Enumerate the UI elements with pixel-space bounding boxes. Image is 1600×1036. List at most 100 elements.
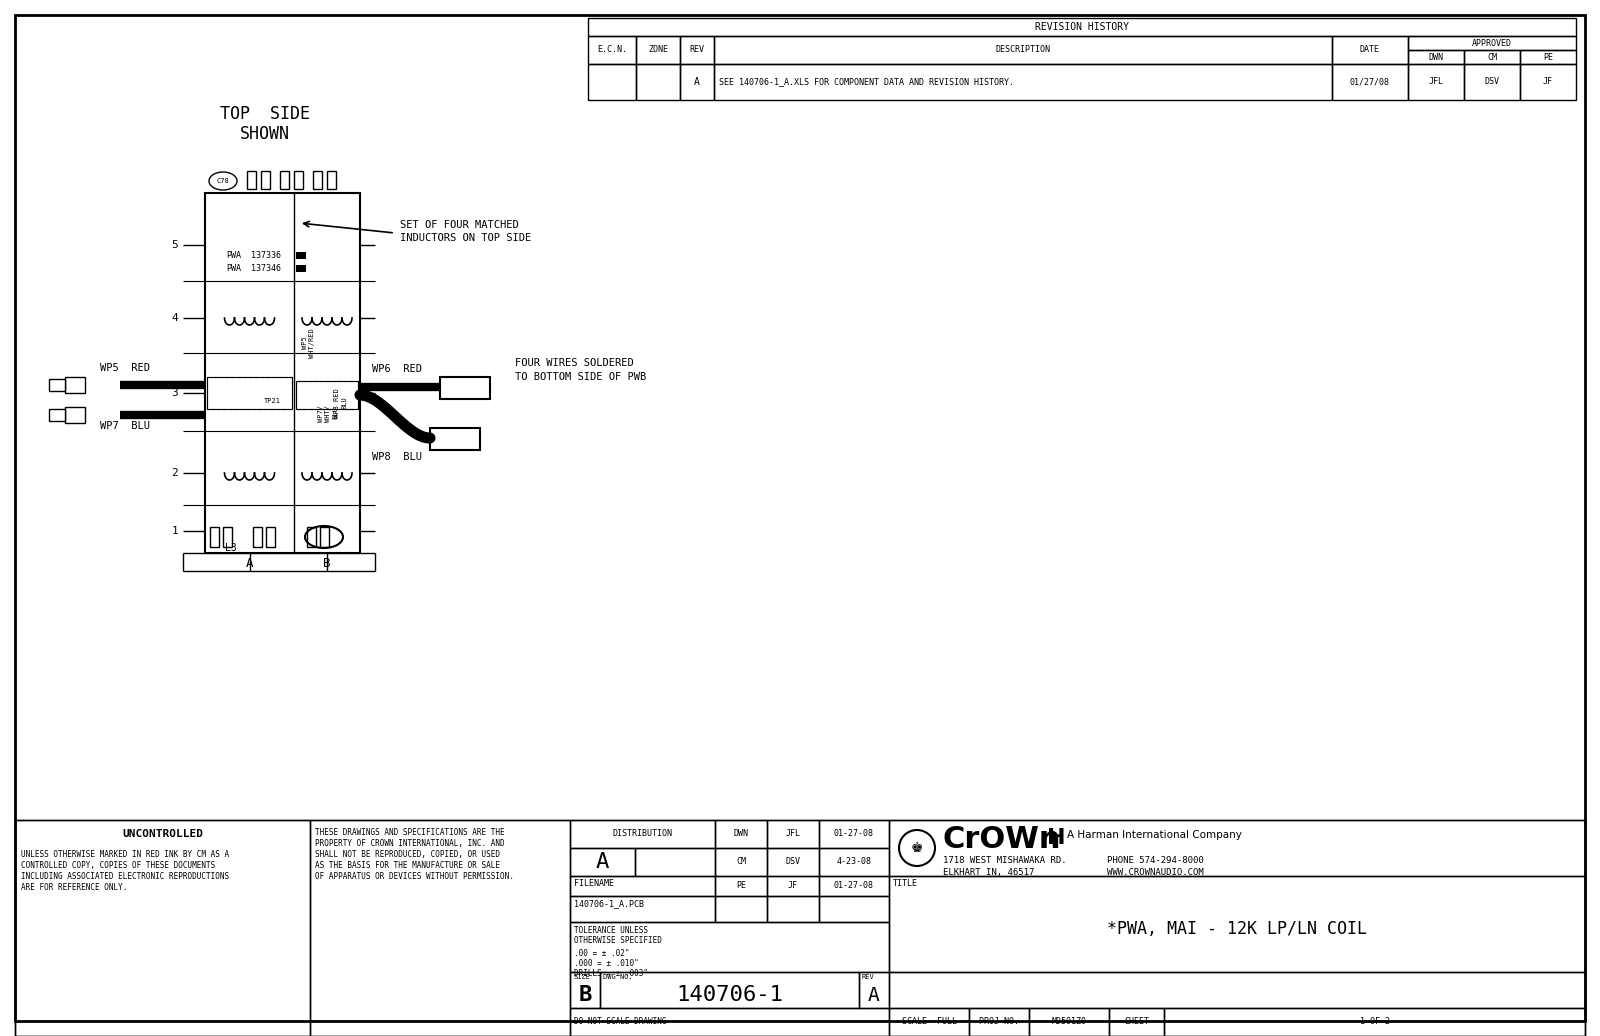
Bar <box>66 407 85 423</box>
Text: CrOWn: CrOWn <box>942 825 1061 854</box>
Text: CONTROLLED COPY, COPIES OF THESE DOCUMENTS: CONTROLLED COPY, COPIES OF THESE DOCUMEN… <box>21 861 216 870</box>
Text: CM: CM <box>1486 53 1498 61</box>
Text: TP21: TP21 <box>264 398 280 404</box>
Text: WWW.CROWNAUDIO.COM: WWW.CROWNAUDIO.COM <box>1107 868 1203 877</box>
Bar <box>206 377 291 409</box>
Text: AS THE BASIS FOR THE MANUFACTURE OR SALE: AS THE BASIS FOR THE MANUFACTURE OR SALE <box>315 861 499 870</box>
Text: 4: 4 <box>171 313 178 323</box>
Bar <box>890 821 1586 876</box>
Bar <box>589 18 1576 36</box>
Text: TOP  SIDE: TOP SIDE <box>221 105 310 123</box>
Bar <box>1029 1008 1109 1036</box>
Bar <box>205 193 360 553</box>
Bar <box>307 527 317 547</box>
Bar <box>637 36 680 64</box>
Text: OF APPARATUS OR DEVICES WITHOUT PERMISSION.: OF APPARATUS OR DEVICES WITHOUT PERMISSI… <box>315 872 514 881</box>
Text: 4-23-08: 4-23-08 <box>837 858 872 866</box>
Bar <box>715 848 766 876</box>
Text: JF: JF <box>787 882 798 891</box>
Bar <box>261 171 270 189</box>
Bar <box>326 171 336 189</box>
Text: DESCRIPTION: DESCRIPTION <box>995 46 1051 55</box>
Text: L3: L3 <box>226 543 237 553</box>
Bar <box>890 1008 970 1036</box>
Bar <box>253 527 262 547</box>
Text: UNLESS OTHERWISE MARKED IN RED INK BY CM AS A: UNLESS OTHERWISE MARKED IN RED INK BY CM… <box>21 850 229 859</box>
Text: APPROVED: APPROVED <box>1472 38 1512 48</box>
Bar <box>14 821 310 1036</box>
Bar <box>715 896 766 922</box>
Text: DATE: DATE <box>1360 46 1379 55</box>
Text: 01/27/08: 01/27/08 <box>1350 78 1390 86</box>
Text: DISTRIBUTION: DISTRIBUTION <box>613 830 672 838</box>
Text: PROPERTY OF CROWN INTERNATIONAL, INC. AND: PROPERTY OF CROWN INTERNATIONAL, INC. AN… <box>315 839 504 848</box>
Text: 01-27-08: 01-27-08 <box>834 830 874 838</box>
Text: JF: JF <box>1542 78 1554 86</box>
Text: ARE FOR REFERENCE ONLY.: ARE FOR REFERENCE ONLY. <box>21 883 128 892</box>
Text: A: A <box>869 986 880 1005</box>
Text: DWN: DWN <box>733 830 749 838</box>
Bar <box>266 527 275 547</box>
Bar <box>1520 50 1576 64</box>
Text: A: A <box>694 77 699 87</box>
Bar <box>819 848 890 876</box>
Text: MD501Z0: MD501Z0 <box>1051 1017 1086 1027</box>
Text: 140706-1: 140706-1 <box>675 985 782 1005</box>
Text: PE: PE <box>1542 53 1554 61</box>
Bar <box>570 848 635 876</box>
Ellipse shape <box>306 526 342 548</box>
Bar <box>766 876 819 896</box>
Bar <box>206 377 291 409</box>
Bar <box>1464 64 1520 100</box>
Text: .000 = ± .010": .000 = ± .010" <box>574 959 638 968</box>
Text: 2: 2 <box>171 468 178 478</box>
Text: B: B <box>323 557 331 570</box>
Text: 1 OF 2: 1 OF 2 <box>1360 1017 1389 1027</box>
Bar <box>440 377 490 399</box>
Bar <box>50 379 66 391</box>
Text: .00 = ± .02": .00 = ± .02" <box>574 949 629 958</box>
Text: DWG NO.: DWG NO. <box>603 974 632 980</box>
Text: UNCONTROLLED: UNCONTROLLED <box>122 829 203 839</box>
Text: A: A <box>246 557 253 570</box>
Bar <box>859 972 890 1008</box>
Bar <box>714 64 1331 100</box>
Text: SHOWN: SHOWN <box>240 125 290 143</box>
Bar <box>570 821 715 848</box>
Text: PWA: PWA <box>226 251 242 260</box>
Text: DRILLS = ± .003": DRILLS = ± .003" <box>574 969 648 978</box>
Text: REVISION HISTORY: REVISION HISTORY <box>1035 22 1130 32</box>
Bar <box>570 1008 890 1036</box>
Bar <box>210 527 219 547</box>
Text: WP7/
WHT/
BLU: WP7/ WHT/ BLU <box>318 404 338 422</box>
Text: SEE 140706-1_A.XLS FOR COMPONENT DATA AND REVISION HISTORY.: SEE 140706-1_A.XLS FOR COMPONENT DATA AN… <box>718 78 1014 86</box>
Circle shape <box>899 830 934 866</box>
Bar <box>715 876 766 896</box>
Text: TITLE: TITLE <box>893 879 918 888</box>
Bar <box>766 896 819 922</box>
Text: 3: 3 <box>171 388 178 398</box>
Bar <box>1464 50 1520 64</box>
Bar <box>766 848 819 876</box>
Ellipse shape <box>210 172 237 190</box>
Text: C78: C78 <box>216 178 229 184</box>
Text: TOLERANCE UNLESS: TOLERANCE UNLESS <box>574 926 648 936</box>
Bar <box>714 36 1331 64</box>
Bar <box>635 848 715 876</box>
Text: WP5
WHT/RED: WP5 WHT/RED <box>302 328 315 357</box>
Bar <box>819 876 890 896</box>
Bar <box>294 171 302 189</box>
Text: WPB RED
BLU: WPB RED BLU <box>334 388 347 418</box>
Text: FILENAME: FILENAME <box>574 879 614 888</box>
Bar <box>589 64 637 100</box>
Bar <box>320 527 330 547</box>
Bar <box>1408 64 1464 100</box>
Text: DSV: DSV <box>1485 78 1499 86</box>
Bar <box>589 36 637 64</box>
Text: PE: PE <box>736 882 746 891</box>
Text: E.C.N.: E.C.N. <box>597 46 627 55</box>
Bar <box>430 428 480 450</box>
Text: ELKHART IN, 46517: ELKHART IN, 46517 <box>942 868 1034 877</box>
Bar <box>819 896 890 922</box>
Text: SET OF FOUR MATCHED: SET OF FOUR MATCHED <box>400 220 518 230</box>
